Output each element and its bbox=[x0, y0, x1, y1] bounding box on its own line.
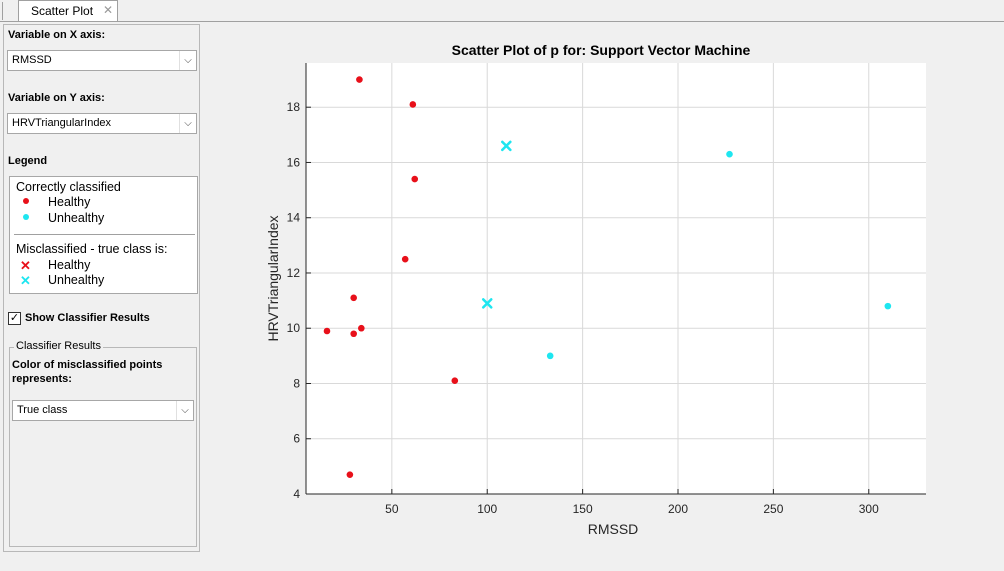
data-point bbox=[884, 302, 892, 310]
y-tick-label: 18 bbox=[287, 100, 301, 114]
y-tick-label: 10 bbox=[287, 321, 301, 335]
scatter-plot[interactable]: 50 100 150 200 250 300 4 6 8 10 12 14 16 18 Scatter Pl… bbox=[200, 21, 1004, 568]
plot-area: 50 100 150 200 250 300 4 6 8 10 12 14 16 18 Scatter Pl… bbox=[200, 21, 1004, 568]
y-axis-label: HRVTriangularIndex bbox=[265, 215, 281, 341]
chevron-down-icon[interactable]: ⌵ bbox=[176, 401, 193, 420]
data-point bbox=[411, 175, 419, 183]
chart-title: Scatter Plot of p for: Support Vector Ma… bbox=[452, 42, 751, 58]
x-tick-label: 150 bbox=[573, 502, 593, 516]
legend-misclassified-title: Misclassified - true class is: bbox=[16, 242, 168, 256]
x-tick-label: 100 bbox=[477, 502, 497, 516]
y-axis-variable-select[interactable]: HRVTriangularIndex ⌵ bbox=[7, 113, 197, 134]
data-point bbox=[356, 76, 363, 83]
data-point bbox=[409, 101, 417, 108]
y-axis-variable-label: Variable on Y axis: bbox=[8, 92, 105, 104]
x-axis-variable-label: Variable on X axis: bbox=[8, 29, 106, 41]
data-point bbox=[323, 327, 331, 335]
legend-divider bbox=[14, 234, 195, 235]
x-axis-variable-value: RMSSD bbox=[12, 54, 52, 66]
plot-background bbox=[306, 63, 926, 494]
data-point bbox=[350, 294, 357, 302]
y-tick-label: 4 bbox=[293, 487, 300, 501]
x-tick-label: 200 bbox=[668, 502, 688, 516]
x-axis-variable-select[interactable]: RMSSD ⌵ bbox=[7, 50, 197, 71]
data-point bbox=[350, 330, 357, 338]
legend-correct-unhealthy: Unhealthy bbox=[48, 211, 105, 225]
legend: Correctly classified Healthy Unhealthy M… bbox=[9, 176, 198, 294]
x-axis-label: RMSSD bbox=[588, 521, 639, 537]
y-axis-variable-value: HRVTriangularIndex bbox=[12, 117, 112, 129]
tab-grip bbox=[2, 2, 13, 20]
data-point-misclassified bbox=[501, 140, 512, 152]
legend-unhealthy-dot-marker bbox=[23, 214, 29, 220]
x-marker-stroke bbox=[501, 140, 512, 152]
data-point bbox=[726, 150, 733, 158]
data-point bbox=[346, 471, 354, 478]
legend-correct-healthy: Healthy bbox=[48, 195, 91, 209]
legend-mis-healthy: Healthy bbox=[48, 258, 91, 272]
tab-strip: Scatter Plot ✕ bbox=[0, 0, 1004, 22]
chevron-down-icon[interactable]: ⌵ bbox=[179, 51, 196, 70]
data-point bbox=[546, 352, 554, 360]
data-point-misclassified bbox=[481, 298, 493, 309]
data-point bbox=[401, 255, 409, 263]
legend-correct-title: Correctly classified bbox=[16, 180, 121, 194]
x-tick-label: 250 bbox=[763, 502, 783, 516]
classifier-results-group-title: Classifier Results bbox=[14, 340, 103, 352]
legend-mis-unhealthy: Unhealthy bbox=[48, 273, 105, 287]
chevron-down-icon[interactable]: ⌵ bbox=[179, 114, 196, 133]
y-tick-label: 16 bbox=[287, 155, 301, 169]
control-panel: Variable on X axis: RMSSD ⌵ Variable on … bbox=[3, 24, 200, 552]
checkmark-icon: ✓ bbox=[9, 312, 20, 324]
show-classifier-results-checkbox[interactable]: ✓ bbox=[8, 312, 21, 325]
y-tick-label: 8 bbox=[293, 376, 300, 390]
y-tick-label: 14 bbox=[287, 211, 301, 225]
close-icon[interactable]: ✕ bbox=[103, 3, 114, 17]
legend-healthy-dot-marker bbox=[23, 198, 29, 204]
y-tick-label: 6 bbox=[293, 432, 300, 446]
classifier-results-group: Classifier Results Color of misclassifie… bbox=[9, 340, 197, 547]
color-meaning-label: Color of misclassified points represents… bbox=[12, 359, 163, 385]
x-tick-label: 50 bbox=[385, 502, 399, 516]
color-meaning-select[interactable]: True class ⌵ bbox=[12, 400, 194, 421]
data-point bbox=[451, 377, 459, 385]
x-tick-label: 300 bbox=[859, 502, 879, 516]
tab-scatter-plot[interactable]: Scatter Plot ✕ bbox=[18, 0, 118, 21]
tab-label: Scatter Plot bbox=[31, 4, 94, 18]
y-tick-label: 12 bbox=[287, 266, 301, 280]
legend-unhealthy-x-marker: ✕ bbox=[20, 273, 31, 288]
x-marker-stroke bbox=[481, 298, 493, 309]
legend-healthy-x-marker: ✕ bbox=[20, 258, 31, 273]
show-classifier-results-label[interactable]: Show Classifier Results bbox=[25, 312, 150, 324]
data-point bbox=[358, 324, 365, 332]
legend-heading: Legend bbox=[8, 155, 48, 167]
color-meaning-value: True class bbox=[17, 404, 68, 416]
